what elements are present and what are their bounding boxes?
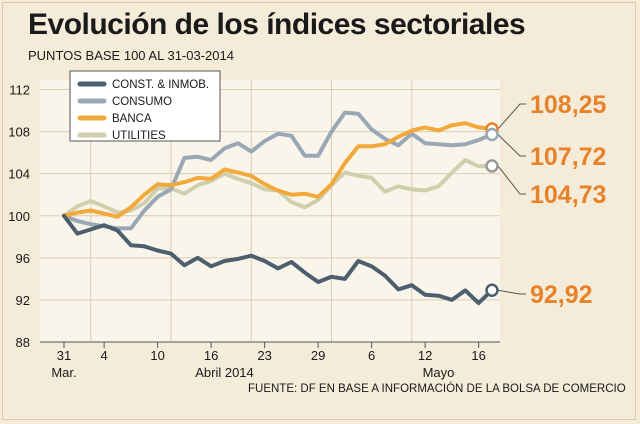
leader-line [497, 103, 526, 130]
x-tick-label: 23 [257, 348, 271, 363]
x-tick-label: 16 [471, 348, 485, 363]
chart-frame [2, 2, 636, 420]
series-line [62, 110, 494, 231]
leader-line [497, 289, 526, 295]
y-tick-label: 92 [16, 293, 30, 308]
x-tick-label: 6 [368, 348, 375, 363]
leader-line [497, 165, 526, 195]
month-label: Mar. [51, 365, 76, 380]
legend-label: CONSUMO [112, 96, 172, 108]
y-tick-label: 108 [8, 125, 30, 140]
x-tick-label: 4 [101, 348, 108, 363]
y-tick-label: 112 [9, 83, 30, 98]
series-line [62, 213, 494, 306]
end-value-label: 108,25 [530, 91, 607, 119]
legend: CONST. & INMOB. CONSUMO BANCA UTILITIES [69, 70, 221, 142]
y-tick-label: 100 [8, 209, 30, 224]
x-tick-label: 31 [57, 348, 71, 363]
end-marker [485, 283, 499, 297]
end-value-label: 107,72 [530, 143, 606, 171]
x-tick-label: 12 [418, 348, 432, 363]
x-tick-label: 10 [150, 348, 164, 363]
end-value-label: 92,92 [530, 281, 593, 309]
month-label: Abril 2014 [195, 365, 254, 380]
chart-source: FUENTE: DF EN BASE A INFORMACIÓN DE LA B… [248, 383, 626, 395]
y-tick-label: 104 [8, 167, 30, 182]
legend-label: CONST. & INMOB. [112, 79, 209, 91]
month-label: Mayo [423, 365, 455, 380]
end-value-label: 104,73 [530, 181, 606, 209]
x-tick-label: 16 [204, 348, 218, 363]
end-marker [485, 159, 499, 173]
legend-label: BANCA [112, 113, 152, 125]
y-tick-label: 96 [16, 251, 30, 266]
x-tick-label: 29 [311, 348, 325, 363]
legend-label: UTILITIES [112, 130, 166, 142]
y-tick-label: 88 [16, 335, 30, 350]
leader-line [497, 134, 526, 157]
end-marker [485, 127, 499, 142]
chart-title: Evolución de los índices sectoriales [28, 8, 526, 41]
series-line [62, 121, 494, 219]
chart-subtitle: PUNTOS BASE 100 AL 31-03-2014 [28, 48, 234, 63]
